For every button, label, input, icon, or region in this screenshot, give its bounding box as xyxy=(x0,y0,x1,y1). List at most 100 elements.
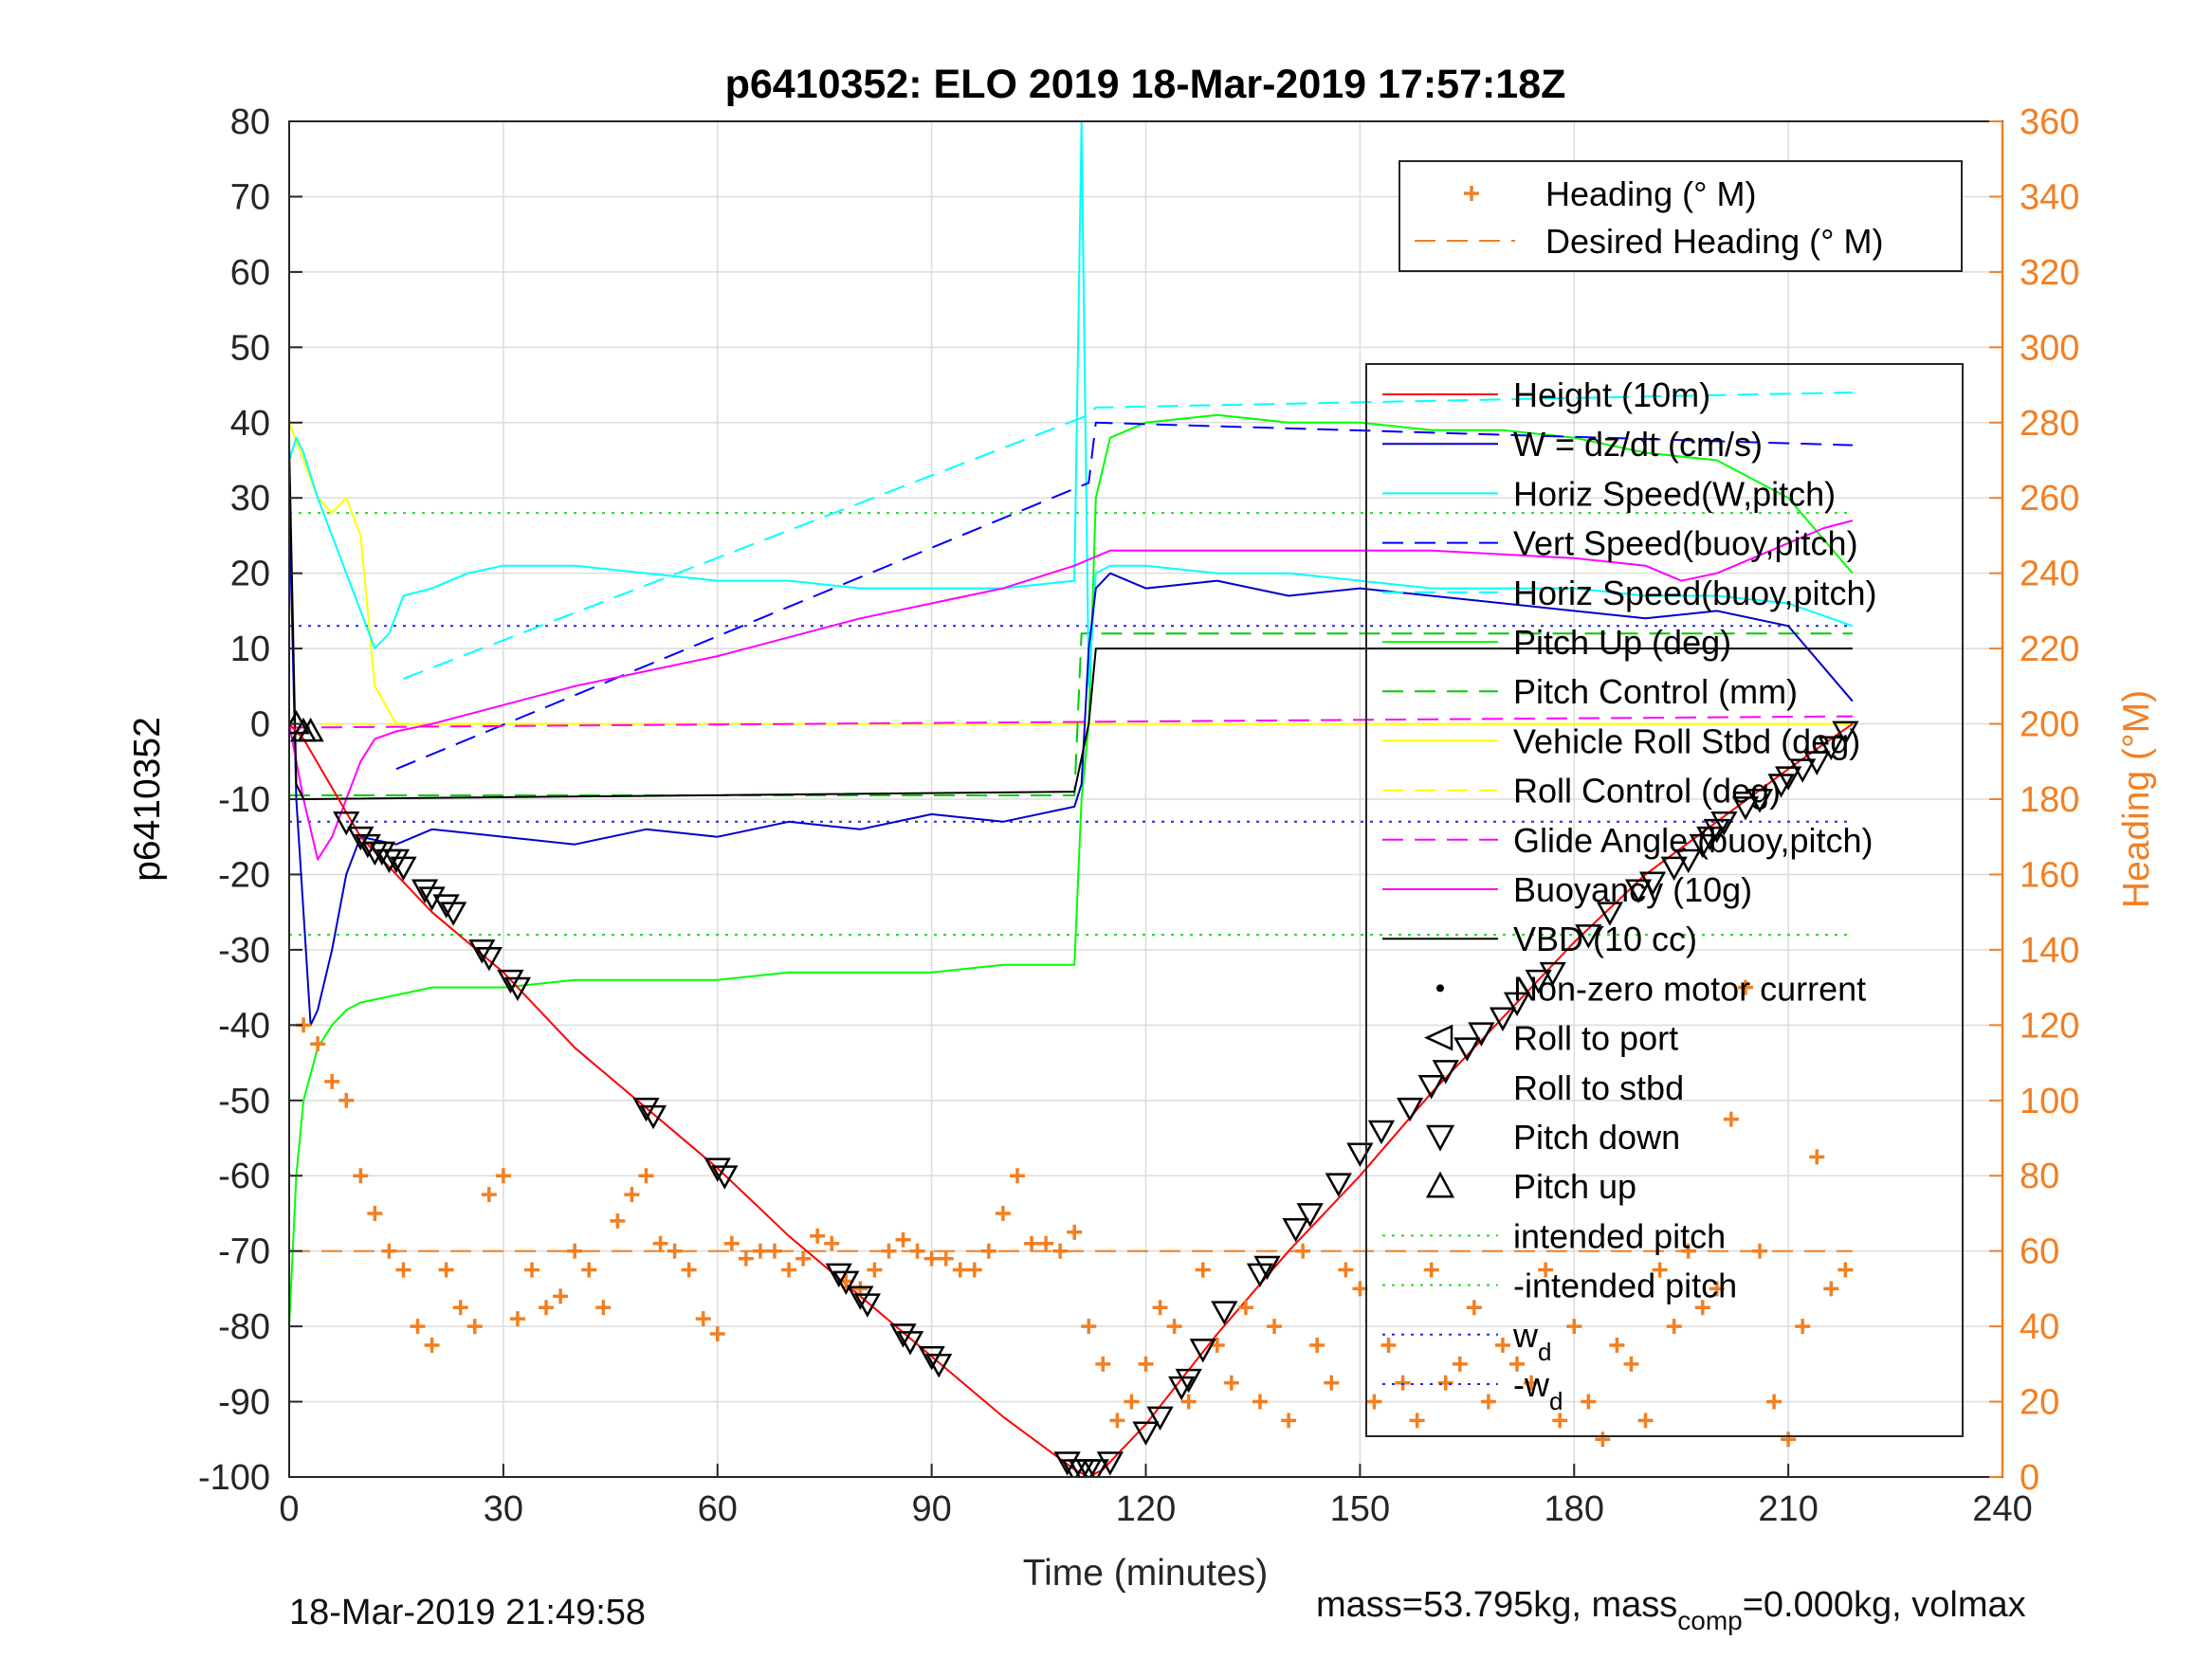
y-tick-label-left: -80 xyxy=(218,1307,270,1347)
heading-point xyxy=(624,1187,640,1203)
heading-point xyxy=(881,1243,897,1259)
pitch-down-marker xyxy=(1775,766,1802,791)
pitch-down-marker xyxy=(497,969,524,994)
heading-point xyxy=(1024,1235,1040,1251)
legend-entry: -intended pitch xyxy=(1513,1267,1737,1305)
heading-point xyxy=(1538,1262,1554,1278)
heading-point xyxy=(810,1228,826,1244)
y-tick-label-right: 220 xyxy=(2020,629,2079,669)
y-axis-label-left: p6410352 xyxy=(127,717,168,882)
x-axis-label: Time (minutes) xyxy=(1023,1553,1269,1594)
y-tick-label-right: 200 xyxy=(2020,705,2079,745)
y-tick-label-right: 0 xyxy=(2020,1458,2039,1498)
pitch-down-marker xyxy=(1211,1301,1238,1325)
legend-entry: intended pitch xyxy=(1513,1216,1726,1255)
heading-point xyxy=(1766,1394,1782,1410)
pitch-down-marker xyxy=(1731,796,1760,821)
legend-entry: Roll to stbd xyxy=(1513,1068,1684,1107)
heading-point xyxy=(1009,1168,1025,1184)
x-tick-label: 180 xyxy=(1545,1489,1604,1529)
footer-timestamp: 18-Mar-2019 21:49:58 xyxy=(289,1593,647,1632)
y-tick-label-right: 60 xyxy=(2020,1232,2059,1272)
legend-entry: Glide Angle (buoy,pitch) xyxy=(1513,821,1874,860)
footer-mass-sub: comp xyxy=(1677,1606,1743,1635)
heading-point xyxy=(1680,1243,1696,1259)
pitch-down-marker xyxy=(1453,1037,1481,1062)
y-tick-label-right: 100 xyxy=(2020,1082,2079,1121)
heading-point xyxy=(1267,1319,1283,1335)
heading-point xyxy=(966,1262,982,1278)
heading-point xyxy=(310,1036,326,1052)
pitch-down-marker xyxy=(1432,1060,1459,1085)
y-tick-label-left: 0 xyxy=(250,705,270,745)
heading-point xyxy=(1138,1356,1154,1372)
heading-point xyxy=(1637,1413,1654,1429)
legend-main-box xyxy=(1365,363,1964,1437)
heading-point xyxy=(1494,1337,1510,1353)
pitch-down-marker xyxy=(1296,1203,1324,1228)
pitch-down-marker xyxy=(896,1331,924,1356)
legend-entry-wd: -wd xyxy=(1513,1365,1563,1415)
heading-point xyxy=(1324,1375,1340,1391)
heading-point xyxy=(1366,1394,1382,1410)
legend-swatch-triangle-left xyxy=(1424,1024,1453,1051)
legend-entry: Horiz Speed(buoy,pitch) xyxy=(1513,574,1877,612)
x-tick-label: 60 xyxy=(698,1489,738,1529)
heading-point xyxy=(1180,1394,1197,1410)
heading-point xyxy=(952,1262,968,1278)
heading-point xyxy=(681,1262,697,1278)
pitch-down-marker xyxy=(825,1263,852,1288)
heading-point xyxy=(1423,1262,1439,1278)
pitch-down-marker xyxy=(853,1293,881,1318)
pitch-down-marker xyxy=(918,1346,945,1371)
heading-point xyxy=(567,1243,583,1259)
x-tick-label: 120 xyxy=(1116,1489,1176,1529)
pitch-down-marker xyxy=(1396,1097,1424,1122)
heading-point xyxy=(381,1243,397,1259)
pitch-down-marker xyxy=(347,826,375,851)
heading-point xyxy=(523,1262,539,1278)
pitch-down-marker xyxy=(1132,1421,1160,1446)
legend-entry: Non-zero motor current xyxy=(1513,969,1866,1008)
x-tick-label: 0 xyxy=(279,1489,299,1529)
heading-point xyxy=(1380,1337,1397,1353)
y-tick-label-right: 20 xyxy=(2020,1383,2059,1423)
legend-entry: Pitch up xyxy=(1513,1167,1636,1206)
heading-point xyxy=(1694,1300,1710,1316)
y-tick-label-right: 320 xyxy=(2020,253,2079,293)
series-w-dz-dt-cm-s xyxy=(289,498,1854,1027)
heading-point xyxy=(1480,1394,1496,1410)
legend-entry-wd: wd xyxy=(1512,1316,1551,1366)
heading-point xyxy=(867,1262,883,1278)
heading-point xyxy=(1038,1235,1054,1251)
pitch-down-marker xyxy=(1146,1406,1174,1431)
heading-point xyxy=(1409,1413,1425,1429)
heading-point xyxy=(1052,1243,1069,1259)
heading-point xyxy=(324,1073,340,1089)
legend-heading-entry: Desired Heading (° M) xyxy=(1545,222,1884,261)
heading-point xyxy=(581,1262,597,1278)
y-tick-label-left: -30 xyxy=(218,931,270,971)
pitch-down-marker xyxy=(440,902,467,926)
y-tick-label-left: 60 xyxy=(230,253,270,293)
y-tick-label-left: 30 xyxy=(230,479,270,519)
pitch-down-marker xyxy=(1325,1173,1352,1197)
footer-mass-info: mass=53.795kg, masscomp=0.000kg, volmax xyxy=(1316,1585,2026,1635)
pitch-down-marker xyxy=(503,976,532,1002)
heading-point xyxy=(1352,1281,1368,1297)
legend-heading-entry: Heading (° M) xyxy=(1545,174,1756,213)
pitch-down-marker xyxy=(390,856,417,882)
series-pitch-up-deg xyxy=(289,413,1854,1327)
legend-entry: Pitch down xyxy=(1513,1118,1680,1157)
heading-point xyxy=(766,1243,782,1259)
pitch-down-marker xyxy=(1503,992,1531,1017)
legend-heading: Heading (° M) Desired Heading (° M) xyxy=(1398,160,1963,272)
pitch-down-marker xyxy=(1539,961,1566,987)
heading-point xyxy=(638,1168,654,1184)
heading-point xyxy=(1095,1356,1111,1372)
heading-point xyxy=(652,1235,668,1251)
heading-point xyxy=(1338,1262,1354,1278)
pitch-down-marker xyxy=(1082,1459,1109,1477)
heading-point xyxy=(495,1168,511,1184)
